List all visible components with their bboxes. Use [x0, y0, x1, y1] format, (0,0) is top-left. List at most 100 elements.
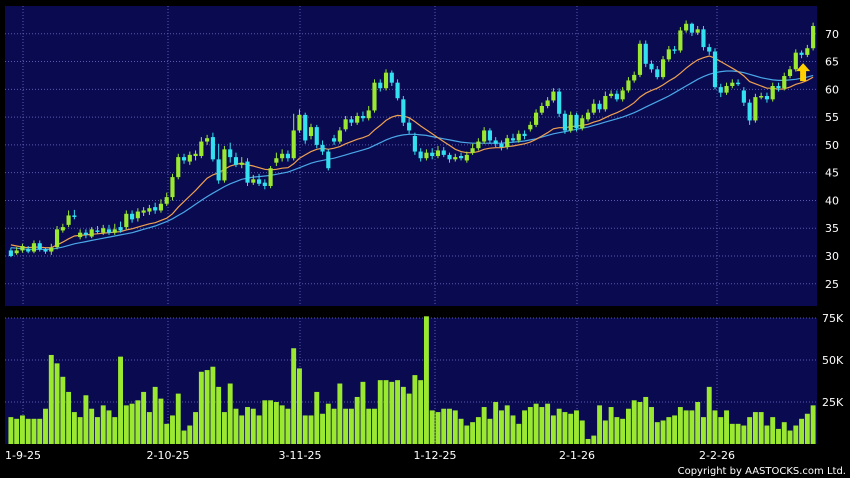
candle [666, 46, 671, 62]
candle-body [672, 49, 677, 51]
candle [724, 82, 729, 95]
volume-bar [597, 405, 603, 444]
candle-body [187, 154, 192, 162]
volume-bar [776, 428, 781, 444]
volume-bar [325, 403, 331, 444]
candle [701, 26, 706, 51]
candle [31, 240, 37, 254]
volume-bar [735, 423, 741, 444]
volume-bar [631, 400, 637, 444]
candle [424, 149, 429, 161]
volume-bar [493, 402, 499, 444]
volume-bar [718, 417, 724, 444]
candle-body [724, 86, 729, 93]
candle [637, 40, 643, 78]
volume-bar [400, 386, 406, 444]
volume-bar [418, 380, 424, 444]
candle [597, 100, 602, 113]
volume-bar [556, 408, 562, 444]
candle-body [753, 97, 758, 121]
volume-bar [221, 412, 227, 444]
volume-bar [695, 402, 701, 444]
ma-long-line [10, 70, 814, 250]
price-tick-label: 25 [825, 278, 839, 291]
candle-body [326, 151, 331, 169]
candle-body [510, 138, 516, 141]
candle-body [568, 114, 573, 131]
candle [158, 199, 164, 213]
candle-body [112, 229, 117, 233]
volume-bar [71, 412, 77, 444]
candle [407, 118, 412, 134]
candle-body [620, 90, 625, 100]
candle-body [268, 168, 273, 186]
candle-body [383, 72, 389, 89]
candle-body [811, 26, 816, 49]
candle-body [251, 179, 256, 183]
candle [487, 128, 492, 144]
volume-bar [429, 410, 435, 444]
candle [124, 210, 129, 230]
volume-bar [724, 410, 729, 444]
volume-bar [60, 376, 66, 444]
candle-body [256, 179, 262, 184]
candle-body [349, 119, 354, 123]
candle-body [643, 43, 648, 64]
candle-body [262, 182, 267, 186]
x-axis: 1-9-25 2-10-25 3-11-25 1-12-25 2-1-26 2-2-26 [5, 449, 735, 462]
candle [435, 146, 441, 159]
candle [614, 90, 619, 102]
candle-body [389, 72, 394, 83]
candle [603, 91, 608, 112]
candle [308, 123, 314, 140]
candle-body [695, 29, 700, 33]
candle-body [603, 96, 608, 110]
volume-bar [89, 408, 95, 444]
candle [233, 152, 239, 168]
candle [20, 243, 25, 253]
candle [153, 202, 158, 214]
volume-bar [37, 418, 43, 444]
candle [736, 79, 741, 86]
volume-bar [204, 370, 210, 444]
candle [401, 96, 406, 126]
volume-bar [129, 403, 135, 444]
candle-body [782, 76, 787, 89]
volume-bar [689, 410, 695, 444]
price-tick-label: 70 [825, 28, 839, 41]
candle-body [793, 52, 798, 70]
candle [776, 82, 781, 92]
candle-body [424, 152, 429, 159]
candle [649, 60, 654, 73]
candle [141, 207, 146, 216]
price-panel: 25 30 35 40 45 50 55 60 65 70 [5, 6, 839, 306]
candle [95, 226, 100, 234]
volume-bar [158, 398, 164, 444]
volume-bar [366, 408, 372, 444]
ma-short-line [10, 55, 814, 249]
volume-bar [810, 405, 816, 444]
volume-bar [770, 417, 776, 444]
candle [326, 149, 331, 171]
volume-bar [245, 407, 250, 444]
volume-bar [239, 415, 245, 444]
candle-body [66, 215, 71, 225]
up-arrow-marker [796, 63, 811, 82]
volume-bar [533, 403, 539, 444]
candle [372, 79, 377, 113]
candle [764, 92, 770, 103]
volume-bar [377, 380, 383, 444]
volume-bar [752, 412, 758, 444]
volume-bar [348, 408, 354, 444]
candle-body [210, 137, 215, 160]
candle [609, 90, 614, 99]
candle [695, 26, 700, 35]
candle [782, 72, 787, 91]
candle-body [401, 99, 406, 123]
candle [591, 99, 596, 115]
x-tick-label: 1-9-25 [5, 449, 41, 462]
candle-body [153, 207, 158, 211]
candle [678, 27, 683, 53]
volume-bar [643, 396, 649, 444]
volume-bar [216, 386, 222, 444]
